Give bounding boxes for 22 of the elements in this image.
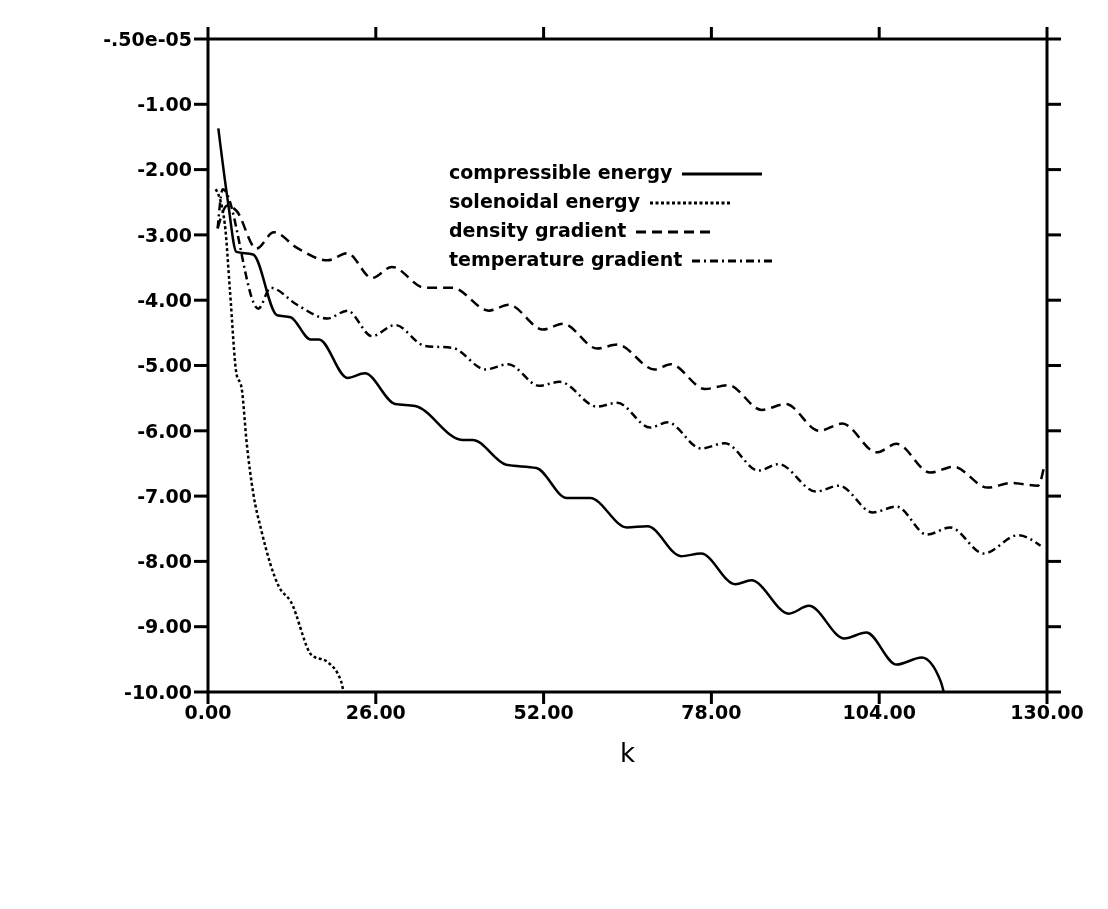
legend-label: density gradient — [448, 218, 628, 243]
legend-label: compressible energy — [448, 160, 674, 185]
y-tick-label: -5.00 — [137, 354, 192, 377]
y-tick-label: -2.00 — [137, 158, 192, 181]
y-tick-label: -9.00 — [137, 615, 192, 638]
x-tick-label: 130.00 — [1010, 701, 1084, 724]
x-axis-title: k — [619, 738, 636, 768]
y-tick-label: -4.00 — [137, 288, 192, 311]
y-tick-label: -6.00 — [137, 419, 192, 442]
y-tick-label: -.50e-05 — [103, 27, 192, 50]
x-tick-label: 52.00 — [513, 701, 574, 724]
legend-label: temperature gradient — [448, 247, 684, 272]
y-tick-label: -10.00 — [124, 680, 192, 703]
x-tick-label: 0.00 — [184, 701, 232, 724]
x-tick-label: 104.00 — [842, 701, 916, 724]
y-tick-label: -1.00 — [137, 93, 192, 116]
x-tick-label: 78.00 — [681, 701, 742, 724]
y-tick-label: -3.00 — [137, 223, 192, 246]
legend-label: solenoidal energy — [448, 189, 642, 214]
x-tick-label: 26.00 — [345, 701, 406, 724]
y-tick-label: -7.00 — [137, 484, 192, 507]
y-tick-label: -8.00 — [137, 550, 192, 573]
